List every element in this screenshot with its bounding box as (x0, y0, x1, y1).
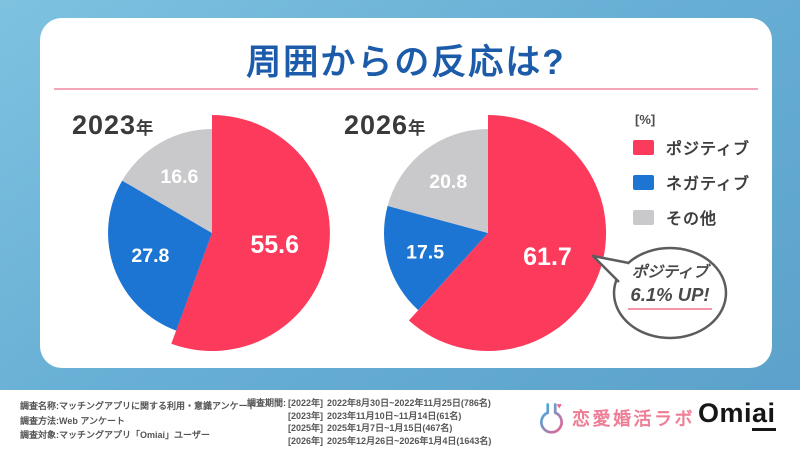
period-row-2026: [2026年] 2025年12月26日~2026年1月4日(1643名) (288, 435, 491, 448)
period-range: 2025年12月26日~2026年1月4日(1643名) (327, 435, 492, 446)
heart-glyph: ♥ (557, 401, 562, 410)
period-range: 2023年11月10日~11月14日(61名) (327, 410, 462, 421)
survey-method-row: 調査方法:Web アンケート (20, 414, 257, 429)
survey-name-value: マッチングアプリに関する利用・意識アンケート (59, 401, 257, 411)
period-row-2023: [2023年] 2023年11月10日~11月14日(61名) (288, 410, 491, 423)
pie-slice-1 (108, 180, 212, 331)
speech-bubble-text: ポジティブ 6.1% UP! (612, 263, 728, 311)
period-year: [2022年] (288, 398, 324, 408)
pie-value-label-2: 20.8 (429, 171, 467, 193)
survey-name-label: 調査名称: (20, 401, 59, 411)
omiai-text: Omi (698, 398, 753, 428)
survey-period-block: 調査期間: [2022年] 2022年8月30日~2022年11月25日(786名… (247, 397, 491, 447)
period-year: [2026年] (288, 435, 324, 446)
omiai-logo: Omiai (698, 398, 776, 431)
survey-info-block: 調査名称:マッチングアプリに関する利用・意識アンケート 調査方法:Web アンケ… (20, 399, 257, 443)
speech-bubble-body (612, 246, 728, 340)
period-range: 2022年8月30日~2022年11月25日(786名) (327, 398, 491, 408)
survey-period-lines: [2022年] 2022年8月30日~2022年11月25日(786名) [202… (288, 397, 491, 447)
legend-swatch-negative (633, 174, 654, 190)
survey-name-row: 調査名称:マッチングアプリに関する利用・意識アンケート (20, 399, 257, 414)
legend-swatch-positive (633, 139, 654, 155)
year-suffix: 年 (408, 119, 427, 138)
legend-label-negative: ネガティブ (666, 176, 751, 193)
renai-konkatsu-lab-logo: ♥ 恋愛婚活ラボ (538, 400, 695, 436)
flask-icon: ♥ (540, 401, 563, 434)
legend-label-positive: ポジティブ (666, 141, 751, 158)
lab-logo-text: 恋愛婚活ラボ (572, 409, 695, 429)
survey-target-label: 調査対象: (20, 430, 59, 440)
period-year: [2023年] (288, 410, 324, 421)
legend-item-other: その他 (633, 205, 750, 229)
chart-year-label-2026: 2026年 (344, 110, 426, 141)
survey-target-row: 調査対象:マッチングアプリ「Omiai」ユーザー (20, 428, 257, 443)
pie-slice-0 (408, 114, 607, 352)
survey-period-label: 調査期間: (247, 398, 286, 408)
pie-slice-2 (122, 129, 212, 233)
page-title: 周囲からの反応は? (246, 43, 566, 82)
bubble-line1: ポジティブ (631, 264, 709, 281)
chart-year-label-2023: 2023年 (72, 110, 154, 141)
bubble-line2: 6.1% UP! (628, 283, 712, 311)
content-card: 周囲からの反応は? 2023年 2026年 55.6 27.8 16.6 61.7 1… (40, 18, 772, 368)
speech-bubble (591, 246, 728, 340)
pie-value-label-1: 17.5 (406, 242, 444, 264)
pie-chart-2026: 61.7 17.5 20.8 (384, 114, 607, 352)
pie-value-label-0: 61.7 (523, 243, 572, 271)
period-row-2025: [2025年] 2025年1月7日~1月15日(467名) (288, 422, 491, 435)
year-number: 2023 (72, 110, 137, 140)
legend: [%] ポジティブ ネガティブ その他 (633, 112, 750, 240)
year-number: 2026 (344, 110, 409, 140)
pie-slice-1 (384, 205, 488, 311)
legend-unit-label: [%] (635, 112, 656, 127)
pie-value-label-0: 55.6 (250, 231, 299, 259)
legend-swatch-other (633, 209, 654, 225)
survey-target-value: マッチングアプリ「Omiai」ユーザー (59, 430, 210, 440)
legend-item-positive: ポジティブ (633, 135, 750, 159)
omiai-underlined-text: ai (752, 398, 776, 431)
pie-chart-2023: 55.6 27.8 16.6 (108, 115, 330, 351)
year-suffix: 年 (136, 119, 155, 138)
pie-value-label-1: 27.8 (131, 245, 169, 267)
survey-method-label: 調査方法: (20, 415, 59, 426)
period-row-2022: [2022年] 2022年8月30日~2022年11月25日(786名) (288, 397, 491, 410)
title-underline (54, 88, 758, 90)
speech-bubble-tail (591, 254, 630, 283)
period-year: [2025年] (288, 423, 324, 433)
footer-bar: 調査名称:マッチングアプリに関する利用・意識アンケート 調査方法:Web アンケ… (0, 390, 800, 450)
survey-method-value: Web アンケート (59, 415, 125, 426)
legend-label-other: その他 (666, 211, 718, 228)
pie-slice-0 (171, 115, 330, 351)
legend-item-negative: ネガティブ (633, 170, 750, 194)
pie-value-label-2: 16.6 (160, 166, 198, 188)
period-range: 2025年1月7日~1月15日(467名) (327, 423, 453, 433)
pie-slice-2 (387, 129, 488, 233)
